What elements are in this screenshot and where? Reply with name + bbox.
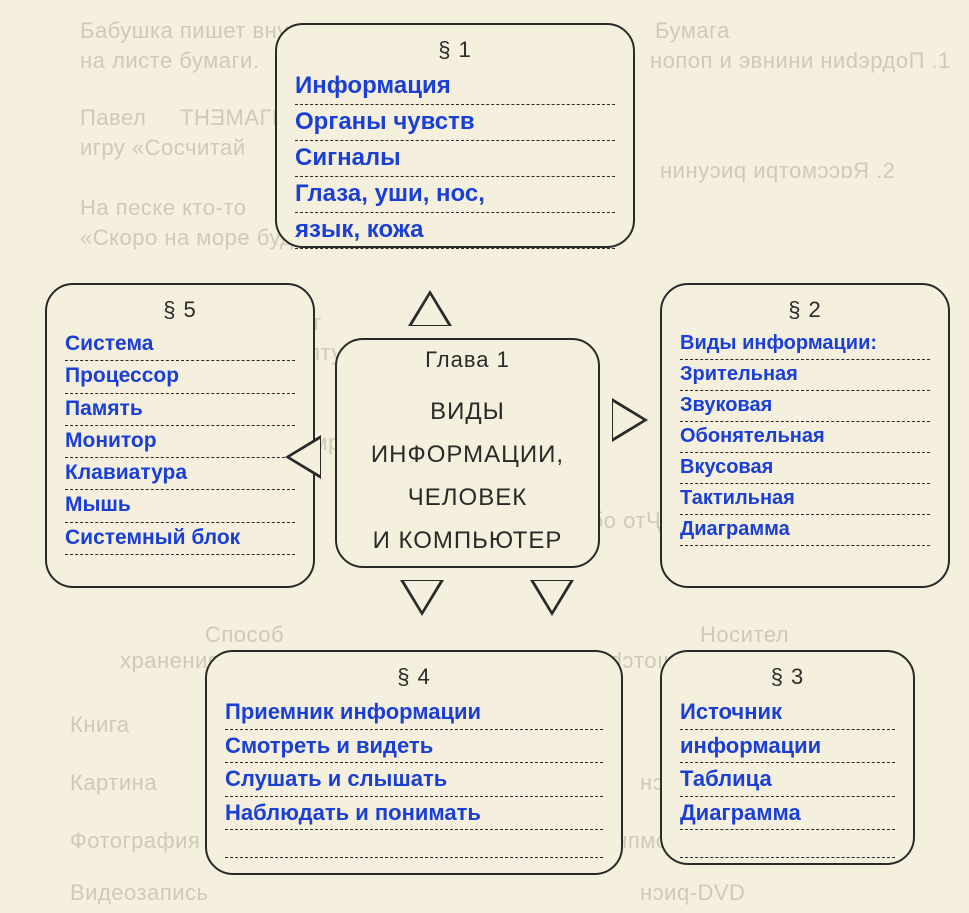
background-bleed-text: Видеозапись [70,880,209,906]
section-line: Информация [295,69,615,105]
background-bleed-text: Книга [70,712,130,738]
background-bleed-text: нинуɔиq иqтомɔɔɒЯ .2 [660,158,896,184]
section-line: Системный блок [65,523,295,555]
center-box: Глава 1 ВИДЫ ИНФОРМАЦИИ, ЧЕЛОВЕК И КОМПЬЮТЕР [335,338,600,568]
section-line: Клавиатура [65,458,295,490]
section-line: Зрительная [680,360,930,391]
background-bleed-text: Картина [70,770,157,796]
background-bleed-text: нопоп и эвнини ниdэрдоП .1 [650,48,951,74]
background-bleed-text: Павел [80,105,146,131]
section-line: Диаграмма [680,797,895,831]
section-line: язык, кожа [295,213,615,249]
background-bleed-text: Способ [205,622,284,648]
center-title-line: И КОМПЬЮТЕР [337,522,598,559]
background-bleed-text: Бумага [655,18,730,44]
section-header: § 4 [225,664,603,690]
section-header: § 5 [65,297,295,323]
background-bleed-text: Фотография [70,828,200,854]
background-bleed-text: игру «Сосчитай [80,135,246,161]
section-line: Сигналы [295,141,615,177]
section-line: Таблица [680,763,895,797]
section-line: Органы чувств [295,105,615,141]
arrow-right-icon [612,398,648,442]
section-line: информации [680,730,895,764]
section-line: Приемник информации [225,696,603,730]
arrow-left-icon [285,435,321,479]
section-line: Слушать и слышать [225,763,603,797]
section-box-s4: § 4 Приемник информацииСмотреть и видетьС… [205,650,623,875]
section-line: Виды информации: [680,329,930,360]
section-line: Монитор [65,426,295,458]
section-line: Глаза, уши, нос, [295,177,615,213]
background-bleed-text: нɔиq-DVD [640,880,745,906]
section-box-s1: § 1 ИнформацияОрганы чувствСигналыГлаза, … [275,23,635,248]
background-bleed-text: Носител [700,622,789,648]
section-header: § 3 [680,664,895,690]
section-line: Тактильная [680,484,930,515]
background-bleed-text: На песке кто-то [80,195,246,221]
section-line: Обонятельная [680,422,930,453]
section-line: Звуковая [680,391,930,422]
center-chapter: Глава 1 [337,347,598,373]
section-line: Вкусовая [680,453,930,484]
section-line: Система [65,329,295,361]
section-line: Смотреть и видеть [225,730,603,764]
center-title-line: ЧЕЛОВЕК [337,479,598,516]
section-line: Память [65,394,295,426]
section-line: Источник [680,696,895,730]
section-line [225,830,603,858]
section-header: § 2 [680,297,930,323]
section-box-s3: § 3 ИсточникинформацииТаблицаДиаграмма [660,650,915,865]
section-line: Наблюдать и понимать [225,797,603,831]
center-title-line: ВИДЫ [337,393,598,430]
section-box-s2: § 2 Виды информации:ЗрительнаяЗвуковаяОбо… [660,283,950,588]
section-line: Мышь [65,490,295,522]
section-header: § 1 [295,37,615,63]
arrow-down-icon [400,580,444,616]
section-line [680,830,895,858]
center-title-line: ИНФОРМАЦИИ, [337,436,598,473]
section-line: Процессор [65,361,295,393]
section-box-s5: § 5 СистемаПроцессорПамятьМониторКлавиату… [45,283,315,588]
arrow-up-icon [408,290,452,326]
arrow-down-icon [530,580,574,616]
background-bleed-text: на листе бумаги. [80,48,259,74]
section-line: Диаграмма [680,515,930,546]
